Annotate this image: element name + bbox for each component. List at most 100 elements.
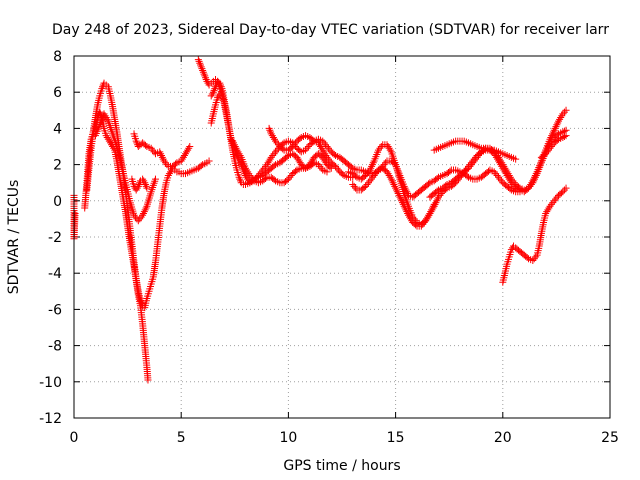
data-point <box>543 148 551 156</box>
data-point <box>197 162 205 170</box>
data-point <box>560 186 568 194</box>
data-point <box>360 184 368 192</box>
data-point <box>558 112 566 120</box>
data-point <box>560 133 568 141</box>
data-point <box>198 65 206 73</box>
data-point <box>283 153 291 161</box>
data-point <box>437 190 445 198</box>
data-point <box>510 182 518 190</box>
data-point <box>523 254 531 262</box>
data-point <box>102 114 110 122</box>
data-point <box>496 159 504 167</box>
data-point <box>391 182 399 190</box>
data-point <box>407 215 415 223</box>
data-point <box>466 161 474 169</box>
data-point <box>392 184 400 192</box>
data-point <box>339 170 347 178</box>
data-point <box>209 88 217 96</box>
data-point <box>386 146 394 154</box>
data-point <box>242 164 250 172</box>
x-tick-label: 10 <box>279 430 297 446</box>
data-point <box>434 193 442 201</box>
data-point <box>137 298 145 306</box>
data-point <box>476 149 484 157</box>
data-point <box>161 159 169 167</box>
data-point <box>446 167 454 175</box>
data-point <box>200 70 208 78</box>
data-point <box>352 184 360 192</box>
data-point <box>428 204 436 212</box>
data-point <box>164 171 172 179</box>
data-point <box>385 171 393 179</box>
data-point <box>532 170 540 178</box>
data-point <box>234 148 242 156</box>
data-point <box>562 184 570 192</box>
data-point <box>317 164 325 172</box>
data-point <box>151 175 159 183</box>
data-point <box>270 176 278 184</box>
series-s1 <box>70 191 79 243</box>
data-point <box>492 153 500 161</box>
data-point <box>265 124 273 132</box>
data-point <box>370 171 378 179</box>
data-point <box>373 168 381 176</box>
data-point <box>402 206 410 214</box>
data-point <box>184 146 192 154</box>
data-point <box>235 173 243 181</box>
data-point <box>319 137 327 145</box>
data-point <box>211 85 219 93</box>
y-tick-label: -10 <box>39 375 62 391</box>
data-point <box>549 141 557 149</box>
data-point <box>528 179 536 187</box>
data-point <box>139 175 147 183</box>
data-point <box>442 182 450 190</box>
data-point <box>492 170 500 178</box>
data-point <box>194 56 202 64</box>
data-point <box>267 153 275 161</box>
data-point <box>547 143 555 150</box>
data-point <box>265 157 273 165</box>
y-tick-label: 2 <box>53 158 62 174</box>
data-point <box>326 146 334 154</box>
data-point <box>330 150 338 158</box>
data-point <box>314 161 322 169</box>
data-point <box>217 81 225 89</box>
data-point <box>542 150 550 158</box>
data-point <box>245 170 253 178</box>
data-point <box>197 63 205 71</box>
data-point <box>179 153 187 161</box>
data-point <box>385 144 393 152</box>
data-point <box>464 162 472 170</box>
data-point <box>347 163 355 171</box>
data-point <box>201 72 209 80</box>
data-point <box>142 182 150 190</box>
data-point <box>349 181 357 189</box>
data-point <box>532 253 540 261</box>
data-point <box>505 175 513 183</box>
data-point <box>270 162 278 170</box>
data-point <box>543 208 551 216</box>
data-point <box>395 191 403 199</box>
data-point <box>284 175 292 183</box>
data-point <box>141 181 149 189</box>
data-point <box>140 177 148 185</box>
data-point <box>372 170 380 178</box>
data-point <box>262 162 270 170</box>
data-point <box>195 57 203 65</box>
data-point <box>316 162 324 170</box>
data-point <box>388 177 396 185</box>
data-point <box>557 189 565 197</box>
data-point <box>231 143 239 150</box>
data-point <box>286 173 294 181</box>
data-point <box>156 148 164 156</box>
data-point <box>436 191 444 199</box>
data-point <box>272 148 280 156</box>
data-point <box>203 77 211 85</box>
data-point <box>106 139 114 147</box>
data-point <box>157 150 165 158</box>
data-point <box>96 108 104 116</box>
data-point <box>181 150 189 158</box>
data-point <box>266 155 274 163</box>
data-point <box>177 157 185 165</box>
data-point <box>210 86 218 94</box>
